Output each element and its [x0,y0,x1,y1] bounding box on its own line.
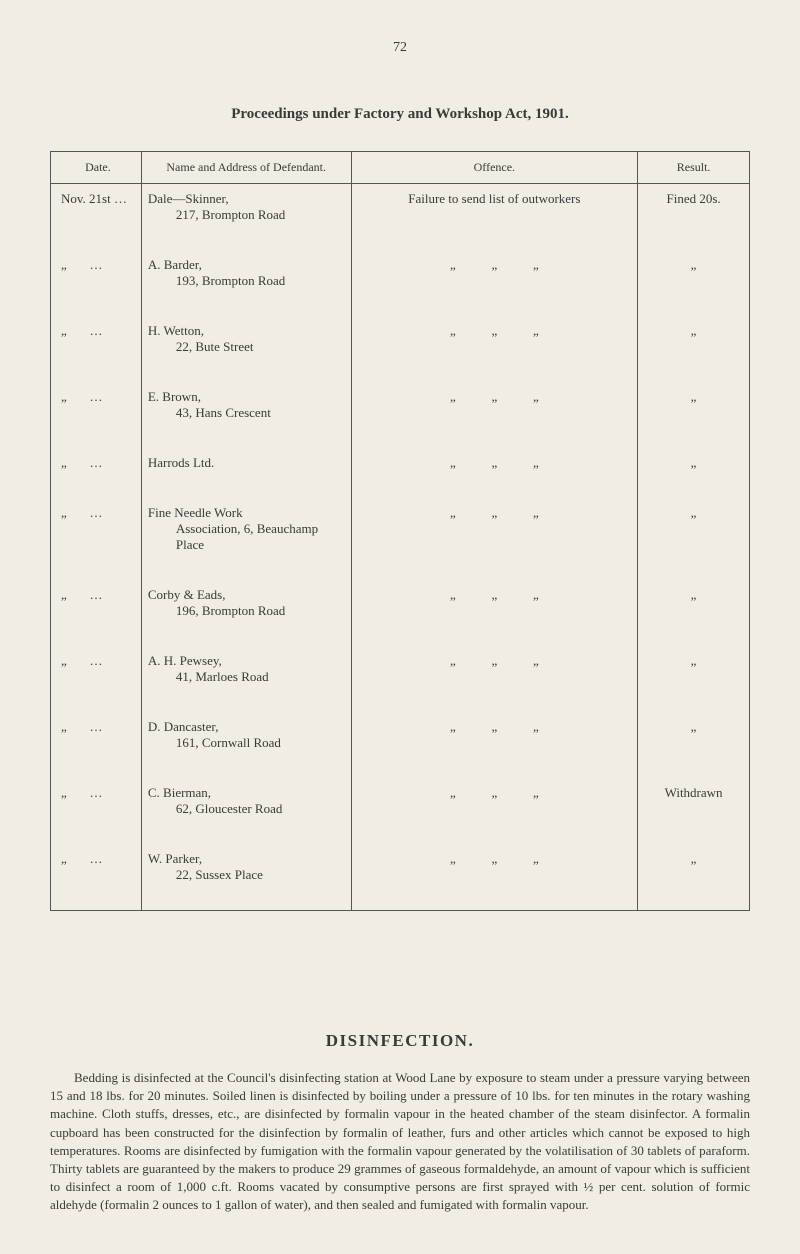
defendant-name: Fine Needle Work [148,505,243,520]
defendant-name: D. Dancaster, [148,719,219,734]
table-row: „ …E. Brown,43, Hans Crescent„ „ „„ [51,382,750,428]
cell-result: „ [638,646,750,692]
spacer-row [51,230,750,250]
document-page: 72 Proceedings under Factory and Worksho… [0,0,800,1245]
col-header-result: Result. [638,152,750,184]
cell-result: „ [638,382,750,428]
table-row: „ …H. Wetton,22, Bute Street„ „ „„ [51,316,750,362]
spacer-row [51,626,750,646]
spacer-row [51,758,750,778]
cell-result: „ [638,498,750,560]
proceedings-table: Date. Name and Address of Defendant. Off… [50,151,750,911]
cell-result: „ [638,844,750,890]
defendant-address: 193, Brompton Road [148,273,345,289]
cell-result: „ [638,250,750,296]
defendant-address: 62, Gloucester Road [148,801,345,817]
cell-result: Withdrawn [638,778,750,824]
defendant-name: C. Bierman, [148,785,211,800]
cell-name: A. H. Pewsey,41, Marloes Road [141,646,351,692]
cell-date: „ … [51,498,142,560]
cell-date: „ … [51,712,142,758]
cell-date: „ … [51,844,142,890]
defendant-address: 22, Bute Street [148,339,345,355]
defendant-address: 217, Brompton Road [148,207,345,223]
cell-offence: „ „ „ [351,316,638,362]
col-header-offence: Offence. [351,152,638,184]
spacer-row [51,362,750,382]
table-header-row: Date. Name and Address of Defendant. Off… [51,152,750,184]
defendant-name: E. Brown, [148,389,201,404]
cell-offence: „ „ „ [351,382,638,428]
defendant-address: 43, Hans Crescent [148,405,345,421]
section-title: DISINFECTION. [50,1031,750,1051]
table-row: „ … Harrods Ltd. „ „ „„ [51,448,750,478]
cell-offence: „ „ „ [351,250,638,296]
body-paragraph: Bedding is disinfected at the Council's … [50,1069,750,1215]
cell-name: E. Brown,43, Hans Crescent [141,382,351,428]
cell-offence: Failure to send list of outworkers [351,184,638,231]
col-header-name: Name and Address of Defendant. [141,152,351,184]
defendant-address: 161, Cornwall Road [148,735,345,751]
table-row: Nov. 21st …Dale—Skinner,217, Brompton Ro… [51,184,750,231]
defendant-address: 22, Sussex Place [148,867,345,883]
cell-name: D. Dancaster,161, Cornwall Road [141,712,351,758]
cell-name: Corby & Eads,196, Brompton Road [141,580,351,626]
table-row: „ …Fine Needle Work Association, 6, Beau… [51,498,750,560]
spacer-row [51,296,750,316]
cell-name: A. Barder,193, Brompton Road [141,250,351,296]
cell-offence: „ „ „ [351,778,638,824]
table-row: „ …A. H. Pewsey,41, Marloes Road„ „ „„ [51,646,750,692]
cell-name: C. Bierman,62, Gloucester Road [141,778,351,824]
defendant-address: Association, 6, Beauchamp Place [148,521,345,553]
cell-result: Fined 20s. [638,184,750,231]
defendant-name: A. H. Pewsey, [148,653,222,668]
cell-date: „ … [51,778,142,824]
cell-date: „ … [51,250,142,296]
cell-name: Fine Needle Work Association, 6, Beaucha… [141,498,351,560]
cell-name: W. Parker,22, Sussex Place [141,844,351,890]
defendant-address: 41, Marloes Road [148,669,345,685]
cell-date: „ … [51,316,142,362]
cell-result: „ [638,448,750,478]
cell-name: Dale—Skinner,217, Brompton Road [141,184,351,231]
table-row: „ …A. Barder,193, Brompton Road„ „ „„ [51,250,750,296]
spacer-row [51,824,750,844]
cell-offence: „ „ „ [351,646,638,692]
cell-name: Harrods Ltd. [141,448,351,478]
cell-result: „ [638,316,750,362]
cell-date: Nov. 21st … [51,184,142,231]
cell-offence: „ „ „ [351,844,638,890]
cell-result: „ [638,712,750,758]
cell-offence: „ „ „ [351,712,638,758]
defendant-name: Corby & Eads, [148,587,226,602]
defendant-name: H. Wetton, [148,323,204,338]
cell-offence: „ „ „ [351,448,638,478]
table-row: „ …C. Bierman,62, Gloucester Road„ „ „Wi… [51,778,750,824]
table-row: „ …D. Dancaster,161, Cornwall Road„ „ „„ [51,712,750,758]
spacer-row [51,692,750,712]
page-number: 72 [50,40,750,56]
table-caption: Proceedings under Factory and Workshop A… [50,106,750,123]
spacer-row [51,428,750,448]
table-body: Nov. 21st …Dale—Skinner,217, Brompton Ro… [51,184,750,911]
defendant-name: W. Parker, [148,851,202,866]
cell-date: „ … [51,382,142,428]
col-header-date: Date. [51,152,142,184]
cell-date: „ … [51,448,142,478]
cell-name: H. Wetton,22, Bute Street [141,316,351,362]
cell-date: „ … [51,580,142,626]
spacer-row [51,478,750,498]
defendant-name: Harrods Ltd. [148,455,214,470]
defendant-name: Dale—Skinner, [148,191,229,206]
spacer-row [51,890,750,911]
defendant-name: A. Barder, [148,257,202,272]
cell-date: „ … [51,646,142,692]
cell-offence: „ „ „ [351,580,638,626]
table-row: „ …Corby & Eads,196, Brompton Road„ „ „„ [51,580,750,626]
cell-result: „ [638,580,750,626]
defendant-address: 196, Brompton Road [148,603,345,619]
table-row: „ …W. Parker,22, Sussex Place„ „ „„ [51,844,750,890]
cell-offence: „ „ „ [351,498,638,560]
spacer-row [51,560,750,580]
